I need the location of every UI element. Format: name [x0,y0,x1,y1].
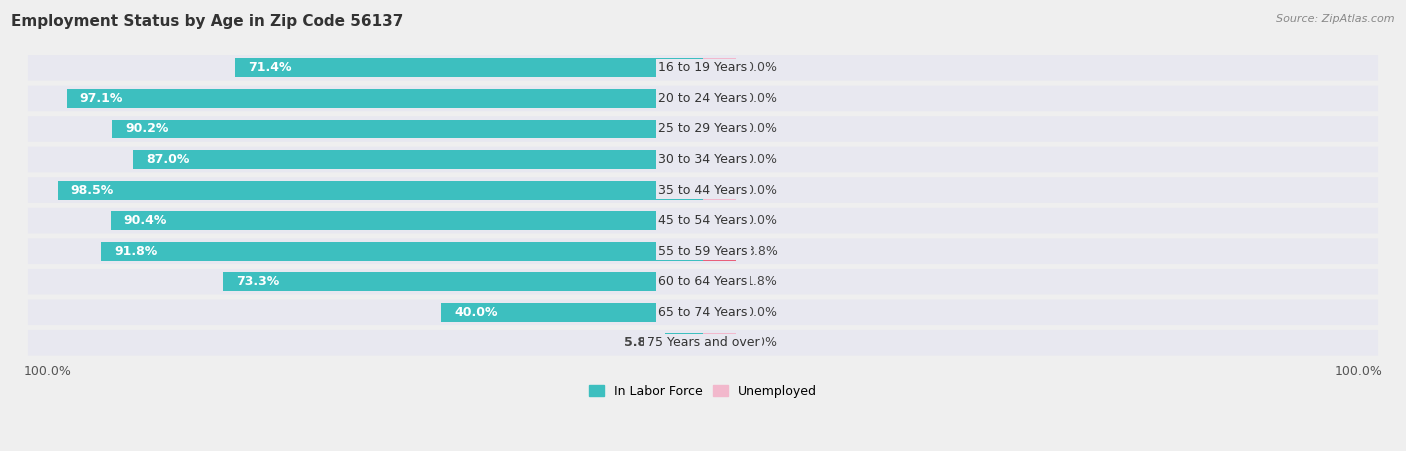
Bar [112,120,703,138]
Bar [703,211,735,230]
FancyBboxPatch shape [28,116,1378,142]
FancyBboxPatch shape [28,208,1378,234]
Bar [665,333,703,352]
Bar [703,242,735,261]
Bar [111,211,703,230]
Text: 35 to 44 Years: 35 to 44 Years [658,184,748,197]
Text: 97.1%: 97.1% [80,92,124,105]
Text: 0.0%: 0.0% [745,92,778,105]
Text: 91.8%: 91.8% [115,245,157,258]
Text: 98.5%: 98.5% [70,184,114,197]
Text: 25 to 29 Years: 25 to 29 Years [658,123,748,135]
Legend: In Labor Force, Unemployed: In Labor Force, Unemployed [583,380,823,403]
Text: 16 to 19 Years: 16 to 19 Years [658,61,748,74]
Text: 90.2%: 90.2% [125,123,169,135]
Bar [441,303,703,322]
FancyBboxPatch shape [28,299,1378,325]
FancyBboxPatch shape [28,238,1378,264]
Text: 55 to 59 Years: 55 to 59 Years [658,245,748,258]
Text: 75 Years and over: 75 Years and over [647,336,759,350]
Text: 0.0%: 0.0% [745,336,778,350]
Bar [235,59,703,78]
FancyBboxPatch shape [28,55,1378,81]
Text: 5.8%: 5.8% [624,336,658,350]
FancyBboxPatch shape [28,269,1378,295]
Text: 60 to 64 Years: 60 to 64 Years [658,275,748,288]
Text: 45 to 54 Years: 45 to 54 Years [658,214,748,227]
FancyBboxPatch shape [28,86,1378,111]
Text: 71.4%: 71.4% [249,61,292,74]
Text: 0.0%: 0.0% [745,153,778,166]
Bar [703,272,735,291]
Bar [703,89,735,108]
Text: 1.8%: 1.8% [745,275,778,288]
Bar [703,333,735,352]
Text: Employment Status by Age in Zip Code 56137: Employment Status by Age in Zip Code 561… [11,14,404,28]
FancyBboxPatch shape [28,147,1378,172]
Bar [703,59,735,78]
Bar [703,120,735,138]
FancyBboxPatch shape [28,177,1378,203]
Bar [58,180,703,199]
Text: 90.4%: 90.4% [124,214,167,227]
Text: 73.3%: 73.3% [236,275,278,288]
Text: 0.0%: 0.0% [745,214,778,227]
Text: 20 to 24 Years: 20 to 24 Years [658,92,748,105]
Bar [703,180,735,199]
Bar [703,303,735,322]
Bar [101,242,703,261]
Text: Source: ZipAtlas.com: Source: ZipAtlas.com [1277,14,1395,23]
Text: 40.0%: 40.0% [454,306,498,319]
Text: 0.0%: 0.0% [745,306,778,319]
Text: 87.0%: 87.0% [146,153,190,166]
Text: 3.8%: 3.8% [745,245,778,258]
Bar [134,150,703,169]
Bar [222,272,703,291]
Bar [66,89,703,108]
Text: 0.0%: 0.0% [745,123,778,135]
FancyBboxPatch shape [28,330,1378,356]
Text: 0.0%: 0.0% [745,184,778,197]
Text: 65 to 74 Years: 65 to 74 Years [658,306,748,319]
Text: 0.0%: 0.0% [745,61,778,74]
Text: 30 to 34 Years: 30 to 34 Years [658,153,748,166]
Bar [703,150,735,169]
